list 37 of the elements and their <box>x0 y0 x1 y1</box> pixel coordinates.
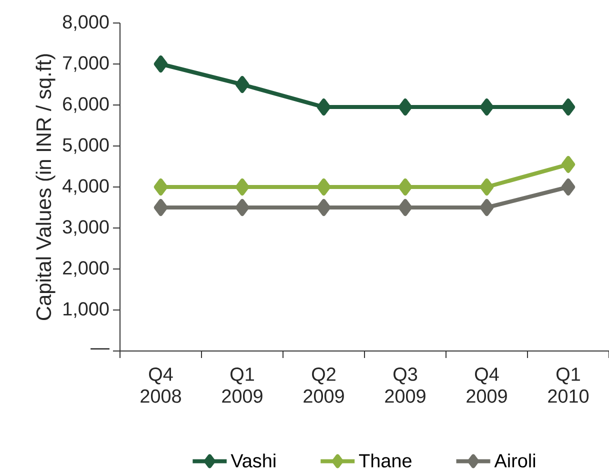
point <box>235 76 250 93</box>
point <box>480 199 494 216</box>
point <box>561 178 576 196</box>
point <box>154 199 168 216</box>
legend-label: Thane <box>359 454 412 468</box>
point <box>561 156 576 173</box>
point <box>561 98 576 116</box>
x-tick-label: Q4 2008 <box>140 368 181 403</box>
y-tick-label: 3,000 <box>62 220 109 236</box>
legend-label: Vashi <box>230 454 276 468</box>
point <box>235 178 250 196</box>
x-tick-label: Q2 2009 <box>304 368 344 403</box>
x-tick-label: Q4 2009 <box>466 368 507 403</box>
point <box>316 178 331 196</box>
legend-label: Airoli <box>494 454 536 468</box>
x-tick-label: Q1 2010 <box>548 368 589 403</box>
y-axis-title: Capital Values (in INR / sq.ft) <box>36 54 56 320</box>
x-tick-label: Q1 2009 <box>222 368 262 403</box>
y-tick-label: 8,000 <box>62 15 109 31</box>
point <box>316 199 331 216</box>
y-tick-label: 6,000 <box>63 97 109 113</box>
y-tick-label: 7,000 <box>63 56 109 72</box>
y-tick-label: 5,000 <box>62 138 109 154</box>
point <box>398 98 412 116</box>
y-tick-label: 1,000 <box>64 302 109 318</box>
point <box>154 178 168 196</box>
point <box>316 98 331 116</box>
y-tick-label: 4,000 <box>62 179 109 195</box>
point <box>398 199 412 216</box>
y-tick-label: — <box>90 348 110 350</box>
x-tick-label: Q3 2009 <box>385 368 426 403</box>
point <box>154 56 168 72</box>
point <box>480 98 494 116</box>
point <box>480 178 494 196</box>
point <box>235 199 250 216</box>
y-tick-label: 2,000 <box>63 261 109 277</box>
point <box>398 178 412 196</box>
